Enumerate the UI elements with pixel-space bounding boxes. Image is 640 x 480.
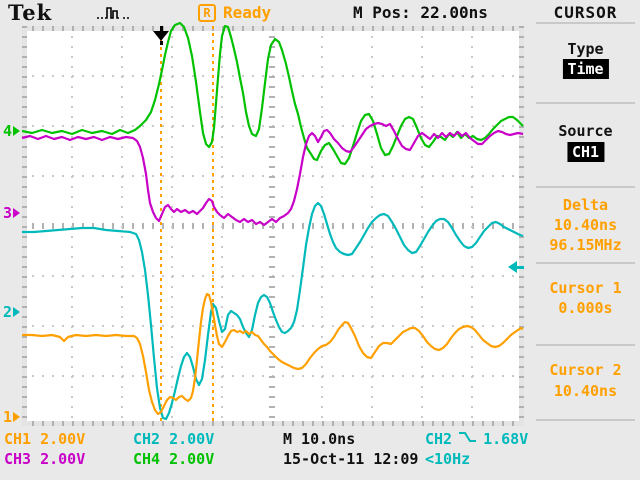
gridline: [471, 26, 473, 426]
cursor2-value: 10.40ns: [553, 382, 618, 400]
channel-1-marker[interactable]: 1: [3, 408, 21, 426]
ch1-scale-readout: CH1 2.00V: [4, 430, 86, 448]
ch2-scale-readout: CH2 2.00V: [133, 430, 215, 448]
graticule-ruler-right: [519, 26, 524, 426]
channel-3-marker[interactable]: 3: [3, 204, 21, 222]
marker-arrow-icon: [13, 126, 21, 136]
menu-divider: [536, 262, 635, 264]
delta-time: 10.40ns: [553, 216, 618, 234]
channel-2-marker[interactable]: 2: [3, 303, 21, 321]
gridline: [121, 26, 123, 426]
graticule-ruler-left: [22, 26, 27, 426]
trigger-state-label: Ready: [223, 3, 272, 22]
menu-item-source-value[interactable]: CH1: [566, 142, 605, 162]
trigger-readout: CH2 1.68V: [425, 430, 529, 448]
trigger-state-icon: R: [198, 3, 216, 22]
graticule: [22, 26, 524, 426]
gridline: [71, 26, 73, 426]
menu-item-source-label: Source: [558, 122, 613, 140]
graticule-ruler-top: [22, 26, 524, 31]
center-gridline-vertical: [269, 26, 275, 426]
graticule-ruler-bottom: [22, 421, 524, 426]
marker-arrow-icon: [13, 307, 21, 317]
gridline: [171, 26, 173, 426]
gridline: [421, 26, 423, 426]
menu-title: CURSOR: [553, 3, 618, 22]
trigger-frequency-readout: <10Hz: [425, 450, 471, 468]
horizontal-position-readout: M Pos: 22.00ns: [353, 3, 488, 22]
trigger-level-marker[interactable]: [508, 261, 524, 273]
ch4-scale-readout: CH4 2.00V: [133, 450, 215, 468]
tek-logo: Tek: [8, 0, 53, 25]
timebase-readout: M 10.0ns: [283, 430, 356, 448]
datetime-readout: 15-Oct-11 12:09: [283, 450, 419, 468]
down-arrow-icon: [153, 31, 169, 41]
delta-label: Delta: [562, 196, 609, 214]
marker-arrow-icon: [13, 412, 21, 422]
left-arrow-icon: [508, 261, 517, 273]
acquisition-pulse-icon: [96, 4, 132, 26]
menu-divider: [536, 102, 635, 104]
menu-divider: [536, 186, 635, 188]
gridline: [221, 26, 223, 426]
delta-freq: 96.15MHz: [549, 236, 622, 254]
channel-4-marker[interactable]: 4: [3, 122, 21, 140]
falling-edge-icon: [458, 430, 477, 448]
gridline: [321, 26, 323, 426]
cursor1-value: 0.000s: [558, 299, 613, 317]
trigger-position-marker[interactable]: [153, 26, 169, 45]
menu-divider: [536, 419, 635, 421]
menu-item-type-label: Type: [567, 40, 604, 58]
marker-arrow-icon: [13, 208, 21, 218]
cursor1-label: Cursor 1: [549, 279, 622, 297]
menu-divider: [536, 22, 635, 24]
menu-sidebar: CURSOR Type Time Source CH1 Delta 10.40n…: [531, 0, 640, 480]
cursor2-label: Cursor 2: [549, 361, 622, 379]
ch3-scale-readout: CH3 2.00V: [4, 450, 86, 468]
gridline: [371, 26, 373, 426]
menu-item-type-value[interactable]: Time: [562, 59, 609, 79]
menu-divider: [536, 344, 635, 346]
